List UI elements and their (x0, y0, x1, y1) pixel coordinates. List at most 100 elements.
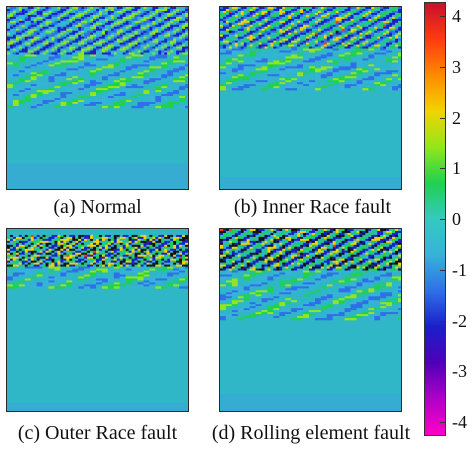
heatmap-cell (282, 24, 286, 28)
heatmap-cell (125, 46, 129, 49)
heatmap-cell (356, 82, 363, 85)
heatmap-cell (249, 20, 253, 24)
heatmap-cell (48, 22, 52, 26)
heatmap-cell (237, 52, 244, 55)
heatmap-cell (140, 42, 144, 45)
heatmap-cell (42, 94, 49, 97)
heatmap-cell (137, 244, 141, 248)
heatmap-cell (18, 44, 22, 47)
heatmap-cell (155, 24, 159, 28)
heatmap-cell (96, 240, 99, 244)
heatmap-cell (176, 28, 180, 32)
heatmap-cell (66, 246, 70, 250)
heatmap-cell (167, 40, 171, 43)
heatmap-cell (167, 14, 171, 18)
heatmap-cell (18, 22, 22, 26)
heatmap-cell (143, 240, 147, 244)
heatmap-cell (158, 52, 162, 55)
heatmap-cell (15, 34, 19, 37)
heatmap-cell (353, 24, 357, 28)
heatmap-cell (359, 22, 363, 26)
heatmap-cell (30, 42, 34, 45)
heatmap-cell (66, 20, 70, 24)
heatmap-cell (273, 10, 277, 14)
heatmap-cell (231, 86, 238, 89)
heatmap-cell (282, 30, 286, 34)
heatmap-cell (332, 34, 336, 37)
heatmap-cell (7, 10, 10, 14)
heatmap-cell (246, 22, 250, 26)
heatmap-cell (243, 26, 247, 30)
heatmap-cell (84, 105, 91, 109)
heatmap-cell (344, 18, 348, 22)
heatmap-cell (72, 66, 79, 69)
heatmap-cell (21, 52, 25, 55)
heatmap-cell (107, 105, 114, 109)
heatmap-cell (42, 252, 46, 256)
heatmap-cell (225, 54, 232, 57)
heatmap-cell (398, 8, 401, 12)
heatmap-cell (36, 18, 40, 22)
heatmap-cell (110, 38, 114, 41)
heatmap-cell (341, 10, 345, 14)
heatmap-cell (167, 62, 174, 65)
heatmap-cell (113, 250, 117, 254)
heatmap-cell (155, 12, 159, 16)
heatmap-cell (297, 26, 301, 30)
heatmap-cell (317, 10, 321, 14)
heatmap-cell (291, 24, 295, 28)
heatmap-cell (279, 28, 283, 32)
heatmap-cell (300, 10, 304, 14)
heatmap-cell (24, 244, 28, 248)
heatmap-cell (303, 60, 310, 63)
heatmap-cell (27, 18, 31, 22)
heatmap-cell (398, 68, 401, 71)
heatmap-cell (267, 22, 271, 26)
heatmap-cell (267, 72, 274, 75)
heatmap-cell (243, 48, 250, 51)
heatmap-cell (179, 80, 186, 83)
heatmap-cell (185, 50, 188, 53)
heatmap-cell (303, 8, 307, 12)
heatmap-cell (365, 42, 369, 45)
heatmap-cell (350, 52, 357, 55)
heatmap-cell (309, 60, 315, 63)
heatmap-cell (234, 18, 238, 22)
heatmap-cell (270, 12, 274, 16)
heatmap-cell (140, 256, 144, 259)
heatmap-cell (332, 28, 336, 32)
heatmap-cell (309, 7, 312, 10)
heatmap-cell (98, 234, 102, 238)
heatmap-cell (33, 52, 37, 55)
heatmap-cell (173, 242, 177, 246)
heatmap-cell (119, 24, 123, 28)
heatmap-cell (125, 24, 129, 28)
heatmap-cell (314, 70, 321, 73)
heatmap-cell (78, 34, 82, 37)
heatmap-cell (113, 94, 120, 97)
heatmap-cell (350, 7, 354, 10)
heatmap-cell (128, 32, 132, 35)
heatmap-cell (45, 250, 49, 254)
heatmap-cell (15, 256, 19, 259)
heatmap-cell (24, 20, 28, 24)
heatmap-cell (78, 96, 85, 99)
heatmap-cell (69, 42, 73, 45)
heatmap-cell (350, 88, 357, 91)
heatmap-cell (69, 34, 73, 37)
heatmap-cell (332, 26, 336, 30)
heatmap-cell (311, 30, 315, 34)
heatmap-cell (303, 34, 307, 37)
heatmap-cell (7, 20, 10, 24)
heatmap-cell (45, 234, 49, 238)
heatmap-cell (220, 62, 226, 65)
heatmap-cell (15, 36, 19, 39)
heatmap-cell (182, 238, 186, 242)
heatmap-cell (231, 56, 238, 59)
heatmap-cell (155, 40, 159, 43)
heatmap-cell (237, 88, 244, 91)
heatmap-cell (392, 28, 396, 32)
heatmap-cell (234, 30, 238, 34)
heatmap-cell (185, 62, 188, 65)
heatmap-cell (78, 54, 85, 57)
